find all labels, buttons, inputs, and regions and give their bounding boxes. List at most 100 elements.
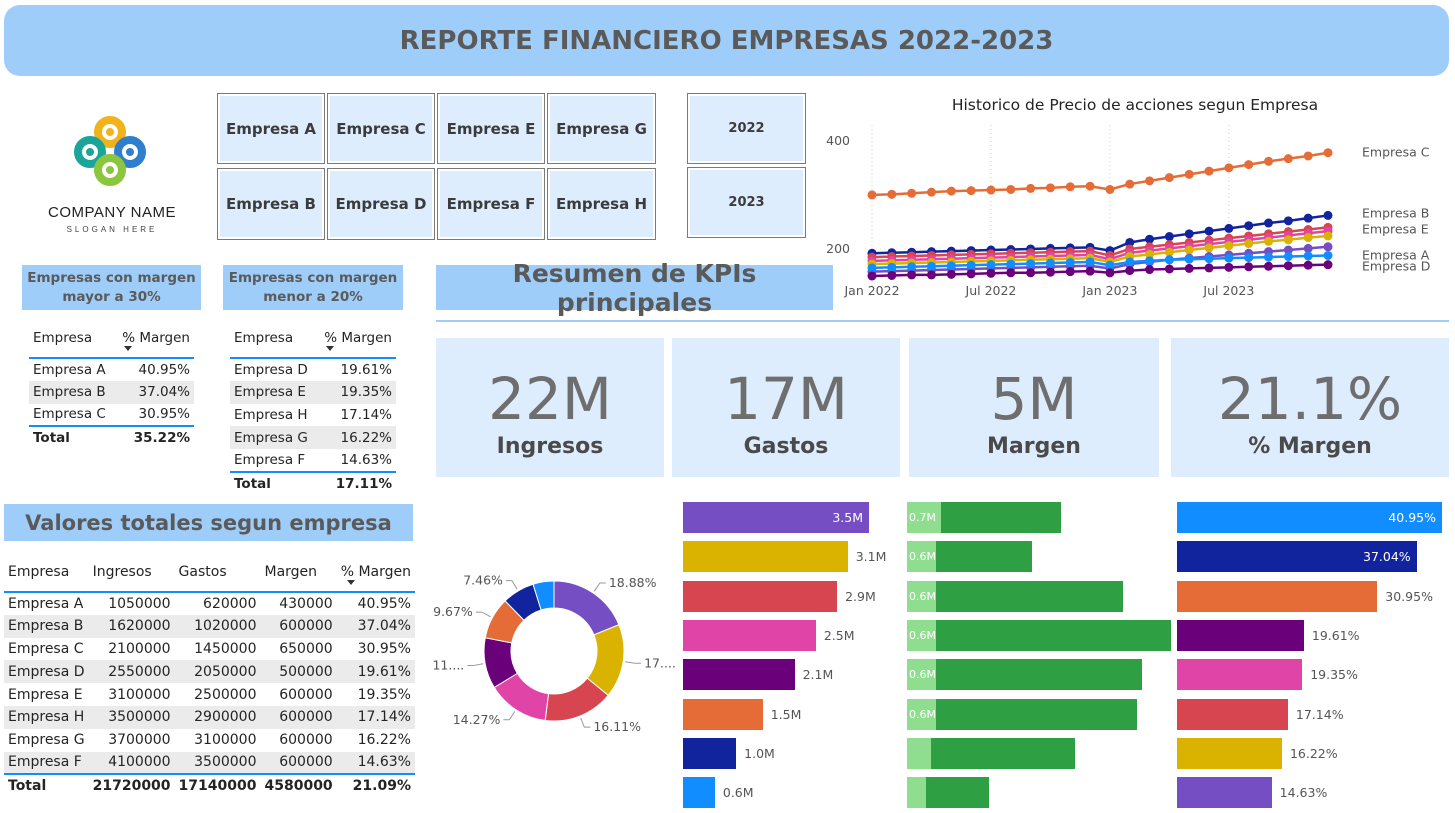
cell-total-value: 17.11% xyxy=(316,470,396,495)
bar xyxy=(1177,698,1288,730)
bar-label: 1.0M xyxy=(744,745,775,761)
data-point xyxy=(1065,182,1075,192)
table-cell: 430000 xyxy=(279,595,333,612)
divider xyxy=(436,320,1449,322)
kpi-card-pct-margen: 21.1% % Margen xyxy=(1171,338,1449,477)
slicer-empresa-d[interactable]: Empresa D xyxy=(327,168,435,240)
bar-segment-gastos xyxy=(935,541,1032,573)
cell-empresa: Empresa A xyxy=(33,361,106,378)
table-row: Empresa C 2100000 1450000 650000 30.95% xyxy=(4,638,415,661)
data-point xyxy=(1065,267,1075,277)
data-point xyxy=(1184,254,1194,264)
bar-label: 37.04% xyxy=(1363,549,1411,565)
data-point xyxy=(1105,260,1115,270)
slicer-empresa-g[interactable]: Empresa G xyxy=(547,93,656,164)
kpi-label: % Margen xyxy=(1248,434,1372,459)
table-cell: Empresa H xyxy=(4,705,89,729)
donut-chart: 18.88% 17.... 16.11% 14.27% 11.... 9.67% 7.46% xyxy=(430,560,680,740)
col-ingresos[interactable]: Ingresos xyxy=(88,552,175,593)
table-total-cell: 17140000 xyxy=(174,773,261,798)
leader-line xyxy=(467,663,484,667)
data-point xyxy=(986,268,996,278)
header-margen-mayor: Empresas con margen mayor a 30% xyxy=(22,265,201,310)
data-point xyxy=(1283,245,1293,255)
data-point xyxy=(867,190,877,200)
data-point xyxy=(1085,181,1095,191)
data-point xyxy=(1204,243,1214,253)
col-margen[interactable]: Margen xyxy=(260,552,337,593)
col-pct-margen[interactable]: % Margen xyxy=(336,552,415,593)
header-valores-totales: Valores totales segun empresa xyxy=(4,504,413,541)
bar-label: 0.7M xyxy=(909,511,936,524)
bar xyxy=(683,777,715,809)
table-row: Empresa A 40.95% xyxy=(29,358,194,381)
header-kpis: Resumen de KPIs principales xyxy=(436,259,833,317)
data-point xyxy=(907,188,917,198)
slicer-year-2022[interactable]: 2022 xyxy=(687,93,806,164)
kpi-card-gastos: 17M Gastos xyxy=(672,338,900,477)
data-point xyxy=(1303,213,1313,223)
data-point xyxy=(966,260,976,270)
data-point xyxy=(1145,249,1155,259)
table-row: Empresa E 3100000 2500000 600000 19.35% xyxy=(4,683,415,706)
cell-margen: 17.14% xyxy=(340,406,392,423)
bar xyxy=(1177,737,1282,769)
col-empresa[interactable]: Empresa xyxy=(4,552,89,593)
slice-label: 7.46% xyxy=(463,573,503,588)
table-total-cell: 21.09% xyxy=(336,773,415,798)
slicer-empresa-a[interactable]: Empresa A xyxy=(217,93,325,164)
bar xyxy=(683,698,763,730)
slicer-empresa-b[interactable]: Empresa B xyxy=(217,168,325,240)
series-label: Empresa D xyxy=(1362,259,1430,274)
table-cell: 37.04% xyxy=(336,614,415,638)
slicer-empresa-c[interactable]: Empresa C xyxy=(327,93,435,164)
table-cell: Empresa C xyxy=(8,640,84,657)
data-point xyxy=(1323,210,1333,220)
table-total-cell: 21720000 xyxy=(88,773,175,798)
table-cell: 3100000 xyxy=(194,732,257,749)
cell-margen: 19.35% xyxy=(316,380,396,404)
table-cell: 650000 xyxy=(279,640,333,657)
kpi-label: Margen xyxy=(987,434,1081,459)
header-margen-menor-text: Empresas con margen menor a 20% xyxy=(228,269,398,305)
header-margen-mayor-text: Empresas con margen mayor a 30% xyxy=(27,269,196,305)
col-empresa[interactable]: Empresa xyxy=(29,318,115,359)
cell-empresa: Empresa G xyxy=(230,426,317,450)
col-empresa[interactable]: Empresa xyxy=(230,318,317,359)
header-margen-menor: Empresas con margen menor a 20% xyxy=(223,265,403,310)
series-path xyxy=(871,151,1329,197)
table-row: Empresa B 1620000 1020000 600000 37.04% xyxy=(4,614,415,638)
data-point xyxy=(926,187,936,197)
col-margen[interactable]: % Margen xyxy=(316,318,396,359)
bar-label: 19.35% xyxy=(1310,667,1358,683)
bar xyxy=(1177,502,1442,533)
leader-line xyxy=(503,711,516,721)
data-point xyxy=(1283,261,1293,271)
slicer-year-2023[interactable]: 2023 xyxy=(687,167,806,238)
table-row: Empresa A 1050000 620000 430000 40.95% xyxy=(4,592,415,615)
bar-segment-gastos xyxy=(935,580,1123,612)
data-point xyxy=(926,261,936,271)
header-valores-totales-text: Valores totales segun empresa xyxy=(25,510,392,535)
col-gastos[interactable]: Gastos xyxy=(174,552,261,593)
data-point xyxy=(1244,239,1254,249)
bar-chart-gastos-margen: 0.7M 0.6M 0.6M 0.6M 0.6M 0.6M xyxy=(907,502,1172,812)
data-point xyxy=(1105,184,1115,194)
data-point xyxy=(1303,151,1313,161)
slicer-empresa-h[interactable]: Empresa H xyxy=(547,168,656,240)
data-point xyxy=(1323,260,1333,270)
kpi-value: 17M xyxy=(724,365,848,433)
table-cell: Empresa A xyxy=(8,595,84,612)
slicer-empresa-f[interactable]: Empresa F xyxy=(437,168,545,240)
data-point xyxy=(1264,252,1274,262)
data-point xyxy=(1204,263,1214,273)
bar-label: 0.6M xyxy=(909,707,936,721)
data-point xyxy=(1125,179,1135,189)
slicer-empresa-e[interactable]: Empresa E xyxy=(437,93,545,164)
bar-segment-gastos xyxy=(940,502,1061,533)
col-margen[interactable]: % Margen xyxy=(114,318,194,359)
data-point xyxy=(1224,262,1234,272)
table-cell: 2900000 xyxy=(174,705,261,729)
data-point xyxy=(1006,184,1016,194)
cell-empresa: Empresa D xyxy=(234,361,308,378)
